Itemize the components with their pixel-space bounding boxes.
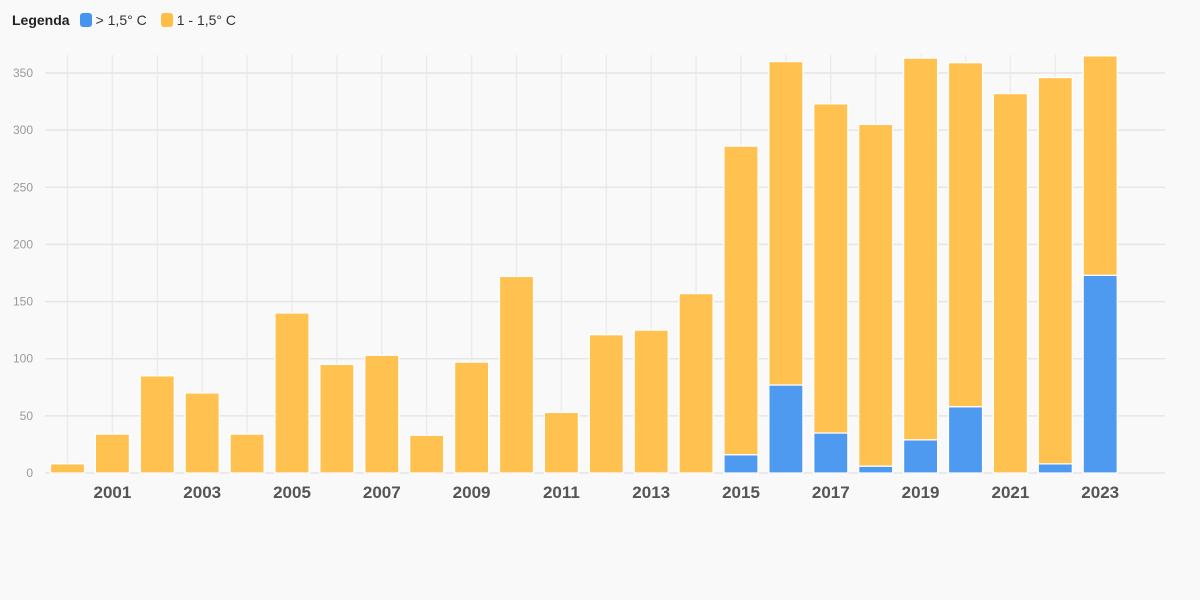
bar-above-1-5 xyxy=(813,432,849,474)
x-tick-label: 2021 xyxy=(991,483,1029,502)
y-tick-label: 50 xyxy=(20,409,34,423)
bar-1-to-1-5 xyxy=(184,392,220,474)
legend-item-1-to-1-5[interactable]: 1 - 1,5° C xyxy=(160,12,237,28)
bar-1-to-1-5 xyxy=(678,292,714,474)
bar-above-1-5 xyxy=(858,465,894,474)
x-axis: 2001 2003 2005 2007 2009 2011 2013 2015 2017 2019… xyxy=(93,483,1119,502)
bar-1-to-1-5 xyxy=(409,434,445,474)
bar-1-to-1-5 xyxy=(902,57,939,441)
bar-1-to-1-5 xyxy=(723,145,759,456)
legend-title: Legenda xyxy=(12,12,70,28)
legend-swatch-orange xyxy=(160,13,173,27)
x-tick-label: 2013 xyxy=(632,483,670,502)
x-tick-label: 2003 xyxy=(183,483,221,502)
legend: Legenda > 1,5° C 1 - 1,5° C xyxy=(12,12,242,28)
bar-1-to-1-5 xyxy=(49,463,86,474)
legend-swatch-blue xyxy=(79,13,92,27)
y-tick-label: 0 xyxy=(26,466,33,480)
bar-above-1-5 xyxy=(723,454,759,474)
x-tick-label: 2019 xyxy=(902,483,940,502)
bar-1-to-1-5 xyxy=(858,123,894,467)
x-tick-label: 2023 xyxy=(1081,483,1119,502)
bar-1-to-1-5 xyxy=(229,433,265,474)
x-tick-label: 2005 xyxy=(273,483,311,502)
y-tick-label: 200 xyxy=(13,237,33,251)
bar-above-1-5 xyxy=(947,406,984,474)
legend-item-above-1-5[interactable]: > 1,5° C xyxy=(79,12,147,28)
bar-1-to-1-5 xyxy=(768,60,804,386)
y-tick-label: 150 xyxy=(13,295,33,309)
bar-1-to-1-5 xyxy=(992,92,1029,474)
y-axis: 0 50 100 150 200 250 300 350 xyxy=(13,66,33,480)
bar-above-1-5 xyxy=(1037,463,1073,474)
bar-1-to-1-5 xyxy=(543,411,580,474)
x-tick-label: 2011 xyxy=(543,483,580,502)
x-tick-label: 2001 xyxy=(93,483,131,502)
y-tick-label: 300 xyxy=(13,123,33,137)
y-tick-label: 350 xyxy=(13,66,33,80)
bar-1-to-1-5 xyxy=(1082,55,1118,276)
bar-1-to-1-5 xyxy=(1037,76,1073,465)
bar-1-to-1-5 xyxy=(94,433,131,474)
bar-1-to-1-5 xyxy=(139,375,175,474)
bar-1-to-1-5 xyxy=(588,334,624,474)
bar-above-1-5 xyxy=(768,384,804,474)
bar-1-to-1-5 xyxy=(633,329,669,474)
bar-1-to-1-5 xyxy=(813,103,849,434)
bars xyxy=(49,55,1118,474)
bar-1-to-1-5 xyxy=(364,354,400,474)
bar-above-1-5 xyxy=(1082,274,1118,474)
bar-1-to-1-5 xyxy=(454,361,490,474)
y-tick-label: 100 xyxy=(13,352,33,366)
bar-1-to-1-5 xyxy=(319,363,355,474)
legend-label: 1 - 1,5° C xyxy=(176,12,237,28)
x-tick-label: 2017 xyxy=(812,483,850,502)
x-tick-label: 2009 xyxy=(453,483,491,502)
y-tick-label: 250 xyxy=(13,180,33,194)
x-tick-label: 2015 xyxy=(722,483,760,502)
bar-1-to-1-5 xyxy=(274,312,310,474)
x-tick-label: 2007 xyxy=(363,483,401,502)
bar-above-1-5 xyxy=(902,439,939,474)
legend-label: > 1,5° C xyxy=(95,12,147,28)
bar-1-to-1-5 xyxy=(498,275,535,474)
bar-1-to-1-5 xyxy=(947,62,984,408)
